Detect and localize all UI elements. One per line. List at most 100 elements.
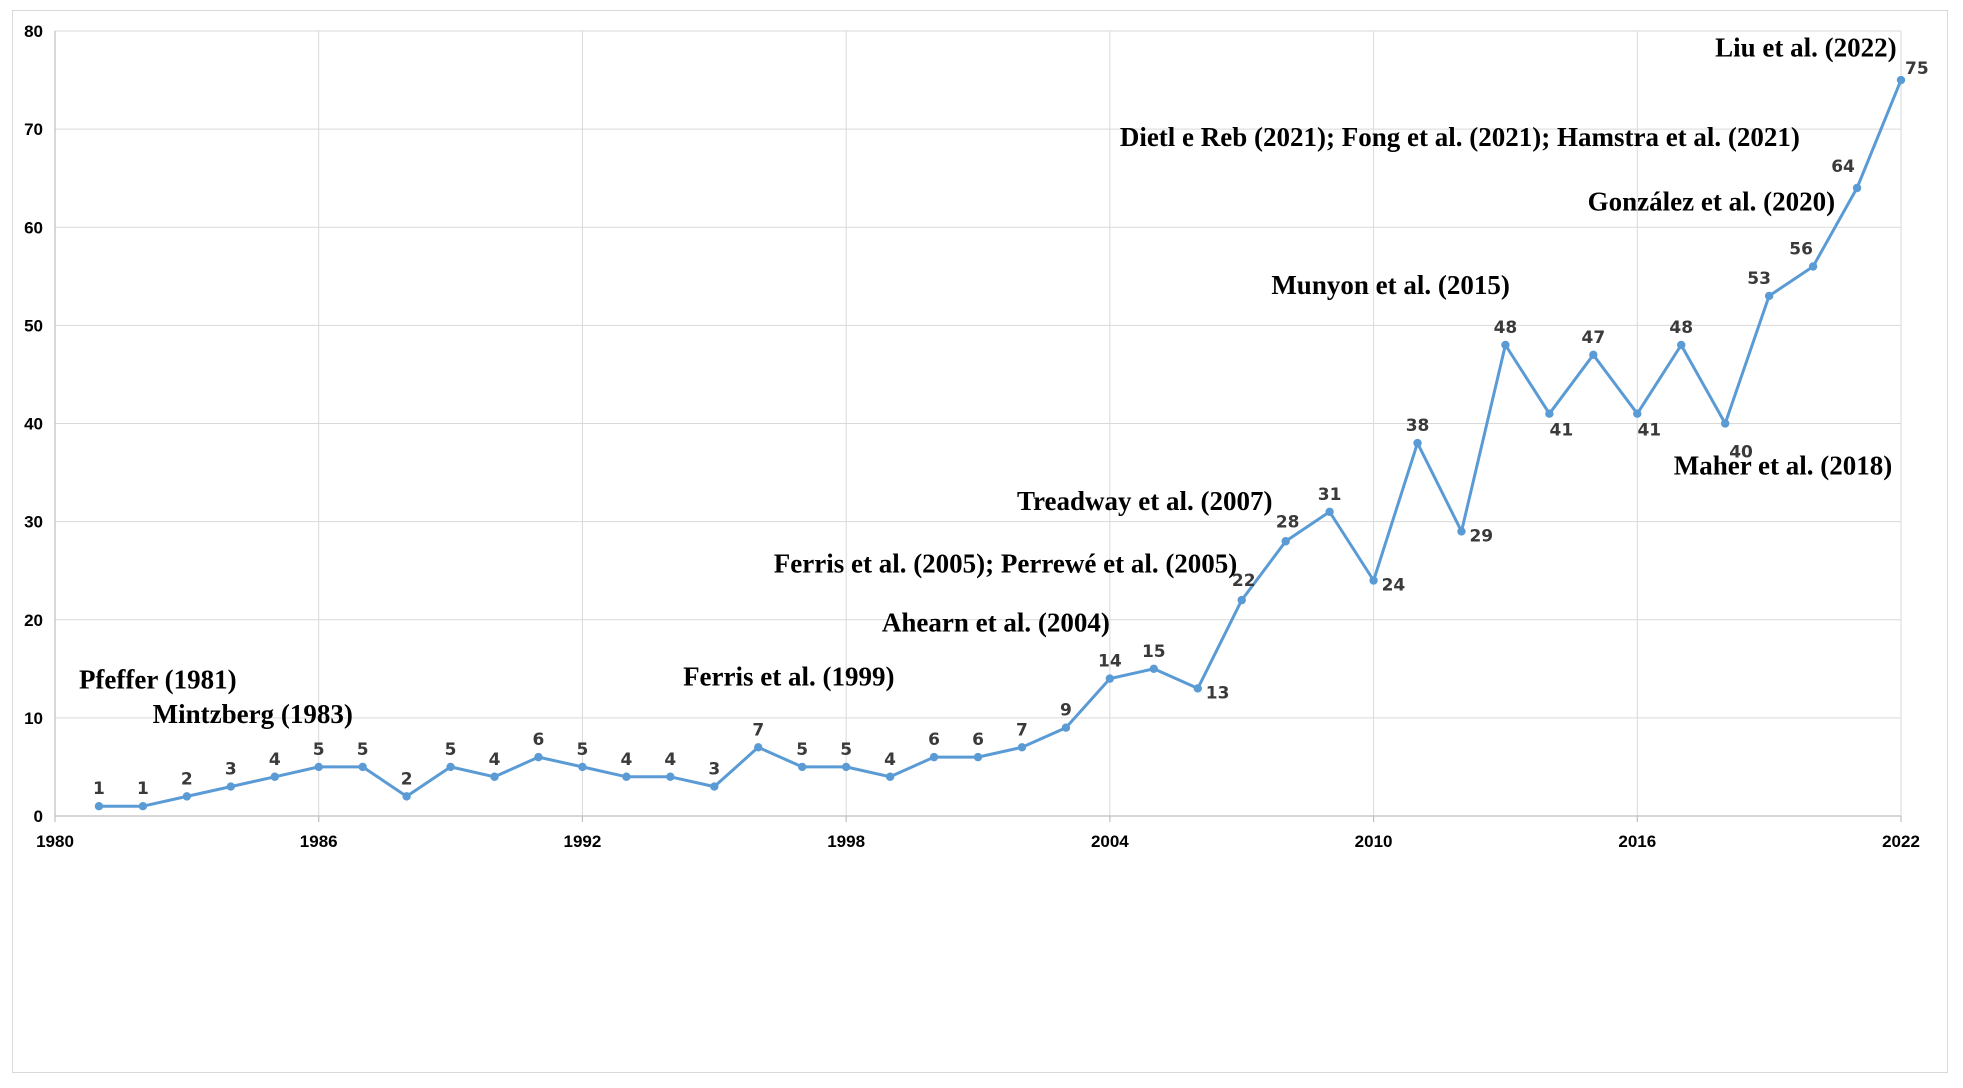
data-point	[1501, 340, 1510, 350]
data-point	[1589, 350, 1598, 360]
y-tick-label: 50	[24, 316, 43, 335]
data-label: 48	[1494, 318, 1518, 338]
data-point	[973, 752, 983, 762]
data-point	[841, 762, 851, 772]
data-label: 14	[1098, 652, 1122, 672]
data-label: 28	[1276, 512, 1300, 532]
data-point	[929, 752, 939, 762]
data-label: 3	[708, 760, 720, 780]
data-label: 22	[1232, 571, 1256, 591]
data-label: 2	[401, 769, 413, 789]
annotation-label: González et al. (2020)	[1588, 187, 1835, 217]
data-label: 75	[1905, 59, 1929, 79]
data-label: 1	[93, 779, 105, 799]
data-label: 56	[1789, 240, 1813, 260]
annotation-label: Dietl e Reb (2021); Fong et al. (2021); …	[1120, 122, 1800, 152]
data-point	[1325, 507, 1334, 517]
y-tick-label: 30	[24, 513, 43, 532]
x-tick-label: 1986	[300, 832, 338, 851]
axes: 0 10 20 30 40 50 60 70 80 1980 1986 1992 1998 2004 201…	[24, 22, 1920, 851]
data-point	[270, 772, 279, 781]
data-label: 5	[577, 740, 589, 760]
data-point	[754, 743, 763, 752]
x-tick-label: 1998	[827, 832, 865, 851]
annotation-label: Ahearn et al. (2004)	[882, 608, 1110, 638]
data-label: 53	[1747, 269, 1771, 289]
line-chart: 0 10 20 30 40 50 60 70 80 1980 1986 1992 1998 2004 201…	[24, 22, 1929, 851]
data-point	[1633, 409, 1642, 418]
data-point	[797, 762, 807, 772]
annotation-label: Treadway et al. (2007)	[1017, 486, 1272, 516]
y-tick-label: 0	[34, 807, 43, 826]
data-label: 5	[357, 740, 369, 760]
data-point	[138, 801, 148, 811]
y-tick-label: 20	[24, 611, 43, 630]
data-label: 4	[884, 750, 896, 770]
data-label: 5	[796, 740, 808, 760]
data-point	[1105, 674, 1115, 683]
data-point	[1852, 183, 1862, 193]
data-label: 13	[1206, 683, 1230, 703]
data-label: 24	[1382, 576, 1406, 596]
data-point	[1281, 537, 1290, 546]
x-tick-label: 2016	[1618, 832, 1656, 851]
data-point	[1808, 262, 1818, 271]
data-label: 6	[533, 730, 545, 750]
data-point	[534, 752, 543, 762]
data-label: 47	[1581, 328, 1605, 348]
data-label: 40	[1729, 443, 1753, 463]
data-label: 5	[313, 740, 325, 760]
data-point	[402, 792, 411, 801]
data-label: 15	[1142, 642, 1166, 662]
x-tick-label: 2022	[1882, 832, 1920, 851]
data-label: 7	[752, 720, 764, 740]
data-label: 4	[620, 750, 632, 770]
data-point	[1369, 576, 1378, 585]
chart-frame: 0 10 20 30 40 50 60 70 80 1980 1986 1992 1998 2004 201…	[12, 10, 1948, 1073]
data-label: 5	[840, 740, 852, 760]
annotation-label: Mintzberg (1983)	[153, 699, 353, 729]
data-point	[710, 782, 719, 791]
data-label: 41	[1550, 421, 1574, 441]
data-point	[622, 772, 631, 781]
data-label: 7	[1016, 720, 1028, 740]
x-tick-label: 2004	[1091, 832, 1129, 851]
annotation-label: Munyon et al. (2015)	[1271, 270, 1510, 300]
data-point	[1149, 664, 1159, 674]
data-point	[1193, 684, 1202, 693]
data-label: 6	[928, 730, 940, 750]
y-tick-label: 10	[24, 709, 43, 728]
data-point	[1061, 723, 1071, 732]
data-point	[358, 762, 367, 772]
annotation-label: Pfeffer (1981)	[79, 664, 237, 694]
data-point	[1237, 595, 1246, 605]
data-label: 64	[1831, 157, 1855, 177]
data-label: 1	[137, 779, 149, 799]
data-point	[666, 772, 675, 781]
data-label: 4	[269, 750, 281, 770]
data-label: 38	[1406, 416, 1430, 436]
series-layer	[94, 75, 1906, 811]
data-label: 2	[181, 769, 193, 789]
data-point	[1896, 75, 1906, 85]
data-label: 48	[1669, 318, 1693, 338]
x-tick-label: 1992	[564, 832, 602, 851]
annotations: Pfeffer (1981) Mintzberg (1983) Ferris et …	[79, 33, 1897, 729]
data-point	[578, 762, 587, 772]
data-point	[490, 772, 499, 781]
x-tick-label: 2010	[1355, 832, 1393, 851]
data-label: 6	[972, 730, 984, 750]
data-point	[1677, 340, 1686, 350]
data-label: 31	[1318, 485, 1342, 505]
annotation-label: Maher et al. (2018)	[1674, 451, 1892, 481]
annotation-label: Ferris et al. (1999)	[683, 661, 894, 691]
data-point	[226, 782, 236, 791]
data-label: 4	[489, 750, 501, 770]
data-point	[314, 762, 323, 772]
data-point	[1017, 743, 1027, 752]
data-label: 9	[1060, 701, 1072, 721]
y-tick-label: 80	[24, 22, 43, 41]
gridlines	[55, 30, 1902, 816]
data-label: 4	[664, 750, 676, 770]
